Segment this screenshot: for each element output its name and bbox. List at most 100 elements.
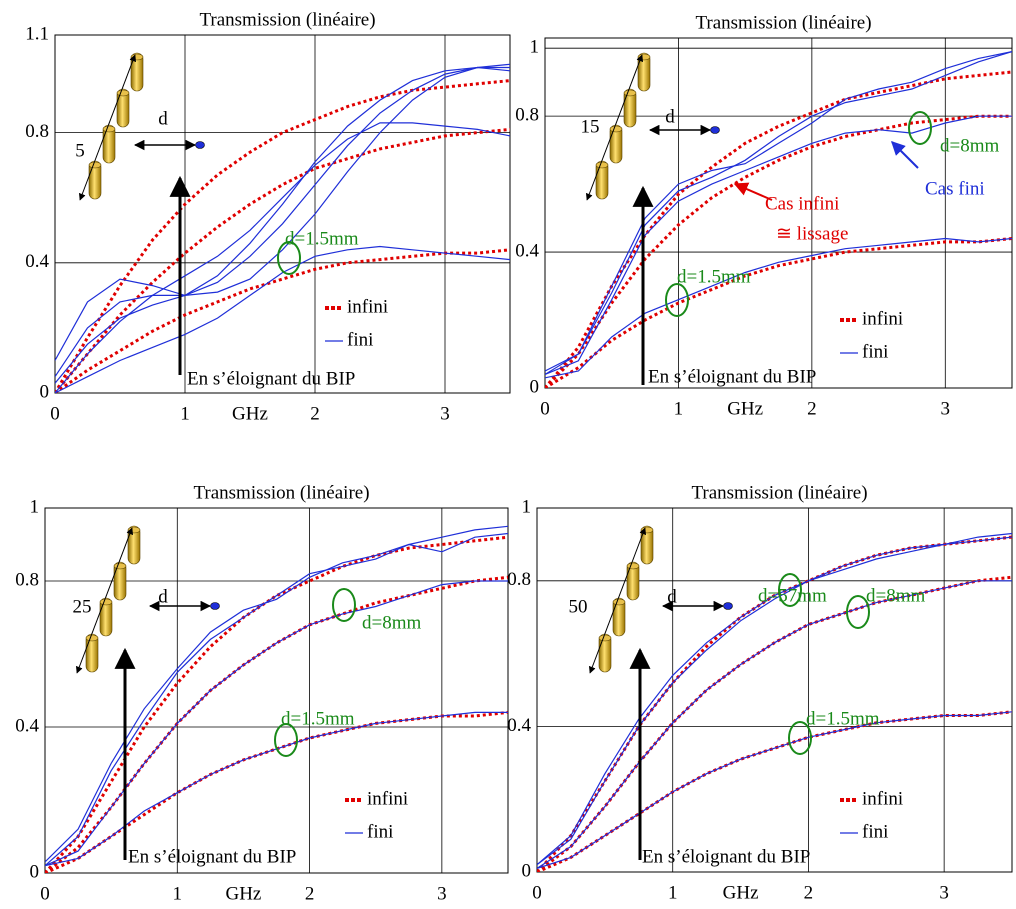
curve: [55, 248, 510, 393]
y-tick-label: 1: [530, 37, 540, 58]
annotation: 15: [581, 116, 600, 137]
chart-title: Transmission (linéaire): [695, 12, 871, 33]
annotation: d: [667, 586, 677, 607]
chart-title: Transmission (linéaire): [199, 9, 375, 30]
cylinder-top: [640, 526, 654, 534]
curve: [55, 245, 510, 393]
curve: [45, 535, 508, 873]
curve: [545, 115, 1012, 375]
cylinder-top: [595, 161, 609, 169]
cylinder-top: [127, 526, 141, 534]
cylinder-top: [116, 89, 130, 97]
x-tick-label: 3: [941, 398, 951, 419]
y-tick-label: 0.4: [507, 715, 531, 736]
y-tick-label: 0: [530, 376, 540, 397]
curve: [537, 711, 1012, 869]
panel: 0 0.4 0.8 1 0 1 2 3 GHz Transmission (linéaire) in…: [515, 12, 1013, 419]
curve: [55, 66, 510, 384]
annotation: d=8mm: [866, 585, 925, 606]
legend-label: infini: [347, 296, 388, 317]
annotation: En s’éloignant du BIP: [128, 846, 296, 867]
marker-ellipse: [846, 595, 870, 629]
x-tick-label: 2: [305, 883, 315, 904]
curve: [537, 580, 1012, 869]
cylinder-top: [637, 53, 651, 61]
x-tick-label: 3: [440, 403, 450, 424]
curve: [545, 237, 1012, 388]
cylinder-top: [99, 598, 113, 606]
annotation: d: [158, 108, 168, 129]
annotation: d=1.5mm: [677, 266, 751, 287]
curves: [537, 532, 1012, 872]
y-tick-label: 0.8: [15, 569, 39, 590]
marker-ellipse: [778, 573, 802, 607]
y-tick-label: 1: [522, 496, 532, 517]
probe: [195, 141, 205, 149]
x-tick-label: 0: [50, 403, 60, 424]
annotation: En s’éloignant du BIP: [642, 846, 810, 867]
marker-ellipse: [332, 588, 356, 622]
title-bg: [190, 9, 375, 33]
chart-title: Transmission (linéaire): [691, 482, 867, 503]
curve: [55, 79, 510, 393]
curve: [55, 66, 510, 378]
x-tick-label: 2: [804, 882, 814, 903]
probe: [723, 602, 733, 610]
annotation: 25: [73, 596, 92, 617]
x-tick-label: 1: [180, 403, 190, 424]
annotation: d=57mm: [758, 585, 827, 606]
legend-label: infini: [367, 788, 408, 809]
cylinder-top: [130, 53, 144, 61]
period-arrow: [588, 527, 647, 674]
period-arrow: [78, 54, 137, 201]
cylinder-top: [609, 125, 623, 133]
chart-title: Transmission (linéaire): [193, 482, 369, 503]
curve: [537, 532, 1012, 866]
curve: [45, 525, 508, 863]
panel: 0 0.4 0.8 1 0 1 2 3 GHz Transmission (linéaire) in…: [15, 482, 509, 904]
cylinder-top: [88, 161, 102, 169]
curve: [55, 63, 510, 361]
marker-ellipse: [274, 723, 298, 757]
title-bg: [184, 482, 369, 506]
title-bg: [682, 482, 867, 506]
legend-label: infini: [862, 788, 903, 809]
cylinder-top: [113, 562, 127, 570]
x-tick-label: 0: [532, 882, 542, 903]
probe: [710, 126, 720, 134]
x-tick-label: 2: [807, 398, 817, 419]
curves: [55, 63, 510, 393]
annotation: 50: [569, 596, 588, 617]
x-tick-label: 0: [540, 398, 550, 419]
y-tick-label: 0.8: [507, 569, 531, 590]
curve: [537, 536, 1012, 866]
callout-arrow: [733, 182, 773, 201]
y-tick-label: 1: [30, 496, 40, 517]
x-axis-label: GHz: [727, 398, 763, 419]
curve: [55, 127, 510, 393]
annotation: d=8mm: [940, 135, 999, 156]
annotation: 5: [75, 140, 85, 161]
annotation: Cas infini: [765, 193, 839, 214]
curve: [45, 580, 508, 867]
curve: [537, 575, 1012, 872]
annotation: d=8mm: [362, 612, 421, 633]
cylinder-top: [85, 634, 99, 642]
marker-ellipse: [908, 111, 932, 145]
x-tick-label: 1: [173, 883, 183, 904]
annotation: En s’éloignant du BIP: [648, 366, 816, 387]
annotation: d=1.5mm: [285, 228, 359, 249]
curve: [55, 122, 510, 393]
y-tick-label: 0.4: [515, 240, 539, 261]
x-axis-label: GHz: [225, 883, 261, 904]
cylinder-top: [102, 125, 116, 133]
curves: [545, 51, 1012, 388]
annotation: En s’éloignant du BIP: [187, 368, 355, 389]
y-tick-label: 1.1: [25, 23, 49, 44]
x-tick-label: 2: [310, 403, 320, 424]
cylinder-top: [626, 562, 640, 570]
period-arrow: [75, 527, 134, 674]
curve: [545, 237, 1012, 379]
callout-arrow: [891, 141, 919, 169]
annotation: ≅ lissage: [776, 223, 848, 244]
